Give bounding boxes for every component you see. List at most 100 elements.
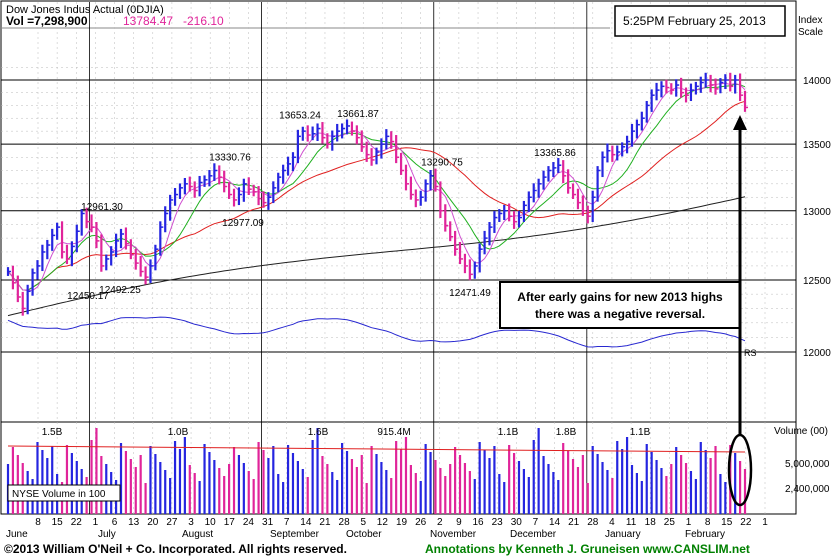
x-tick-label: 19 [396, 517, 408, 528]
price-annotation-label: 13653.24 [279, 110, 321, 121]
x-tick-label: 12 [377, 517, 389, 528]
last-price: 13784.47 [123, 14, 173, 28]
annotations-credit: Annotations by Kenneth J. Gruneisen www.… [425, 542, 750, 556]
chart-title: Dow Jones Indus Actual (0DJIA) [6, 4, 164, 16]
x-tick-label: 18 [645, 517, 657, 528]
x-tick-label: 20 [147, 517, 159, 528]
x-month-label: December [510, 529, 557, 540]
x-tick-label: 7 [284, 517, 290, 528]
x-tick-label: 25 [664, 517, 676, 528]
volume-tick-2-4m: 2,400,000 [785, 484, 830, 495]
timestamp: 5:25PM February 25, 2013 [623, 14, 766, 28]
x-tick-label: 15 [52, 517, 64, 528]
x-tick-label: 5 [360, 517, 366, 528]
price-annotation-label: 13661.87 [337, 109, 379, 120]
x-tick-label: 28 [587, 517, 599, 528]
x-tick-label: 21 [319, 517, 331, 528]
price-annotation-label: 13330.76 [209, 152, 251, 163]
volume-peak-label: 1.8B [556, 427, 577, 438]
x-tick-label: 28 [339, 517, 351, 528]
price-annotation-label: 13290.75 [421, 158, 463, 169]
volume-peak-label: 1.1B [630, 427, 651, 438]
price-annotation-label: 12492.25 [99, 285, 141, 296]
x-tick-label: 13 [128, 517, 140, 528]
x-month-label: October [346, 529, 382, 540]
volume-peak-label: 1.6B [308, 427, 329, 438]
volume-peak-label: 1.0B [168, 427, 189, 438]
annotation-arrow-head [733, 115, 747, 130]
x-tick-label: 1 [93, 517, 99, 528]
annotation-line-2: there was a negative reversal. [535, 307, 705, 321]
volume-label: Vol =7,298,900 [6, 14, 88, 28]
x-tick-label: 15 [721, 517, 733, 528]
x-tick-label: 2 [437, 517, 443, 528]
x-tick-label: 8 [705, 517, 711, 528]
volume-legend: NYSE Volume in 100 [12, 489, 106, 500]
x-tick-label: 27 [166, 517, 178, 528]
y-tick-label: 13500 [803, 140, 831, 151]
price-annotation-label: 12471.49 [449, 288, 491, 299]
volume-legend-box [7, 484, 121, 502]
x-month-label: August [182, 529, 213, 540]
index-scale-label-1: Index [798, 15, 822, 26]
x-month-label: June [6, 529, 28, 540]
price-bars [6, 72, 748, 316]
price-change: -216.10 [183, 14, 224, 28]
price-annotation-label: 12961.30 [81, 202, 123, 213]
x-tick-label: 11 [626, 517, 637, 528]
price-annotation-label: 12450.17 [67, 291, 109, 302]
x-tick-label: 6 [112, 517, 118, 528]
x-tick-label: 22 [740, 517, 752, 528]
gridlines [1, 2, 796, 514]
x-tick-label: 7 [533, 517, 539, 528]
copyright: ©2013 William O'Neil + Co. Incorporated.… [4, 542, 347, 556]
y-tick-label: 12500 [803, 276, 831, 287]
x-month-label: July [98, 529, 116, 540]
x-tick-label: 16 [472, 517, 484, 528]
x-tick-label: 17 [224, 517, 236, 528]
x-tick-label: 3 [188, 517, 194, 528]
rs-line-path [7, 316, 746, 348]
annotation-line-1: After early gains for new 2013 highs [517, 290, 723, 304]
x-tick-label: 9 [456, 517, 462, 528]
volume-peak-label: 1.1B [498, 427, 519, 438]
volume-average-line [7, 445, 746, 453]
price-annotation-label: 12977.09 [222, 218, 264, 229]
x-tick-label: 1 [686, 517, 692, 528]
x-month-label: January [605, 529, 641, 540]
y-tick-label: 13000 [803, 207, 831, 218]
x-tick-label: 14 [549, 517, 561, 528]
x-month-label: November [430, 529, 477, 540]
rs-line [7, 316, 746, 348]
volume-tick-5m: 5,000,000 [785, 459, 830, 470]
x-tick-label: 22 [71, 517, 83, 528]
x-tick-label: 24 [243, 517, 255, 528]
x-tick-label: 8 [35, 517, 41, 528]
volume-highlight-ellipse [727, 433, 753, 507]
volume-peak-label: 915.4M [377, 427, 410, 438]
volume-peak-label: 1.5B [42, 427, 63, 438]
x-tick-label: 26 [415, 517, 427, 528]
annotation-box [499, 281, 741, 329]
y-tick-label: 12000 [803, 348, 831, 359]
x-month-label: February [685, 529, 725, 540]
x-tick-label: 1 [762, 517, 768, 528]
volume-axis-title: Volume (00) [774, 426, 828, 437]
y-tick-label: 14000 [803, 76, 831, 87]
x-tick-label: 21 [568, 517, 580, 528]
x-tick-label: 30 [511, 517, 523, 528]
x-tick-label: 31 [262, 517, 274, 528]
index-scale-label-2: Scale [798, 27, 823, 38]
x-month-label: September [270, 529, 320, 540]
x-tick-label: 10 [205, 517, 217, 528]
ma-200-line [7, 196, 746, 317]
timestamp-box [614, 5, 786, 37]
rs-label: RS [744, 348, 757, 358]
x-tick-label: 14 [300, 517, 312, 528]
price-annotation-label: 13365.86 [534, 148, 576, 159]
x-tick-label: 23 [492, 517, 504, 528]
x-tick-label: 4 [609, 517, 615, 528]
